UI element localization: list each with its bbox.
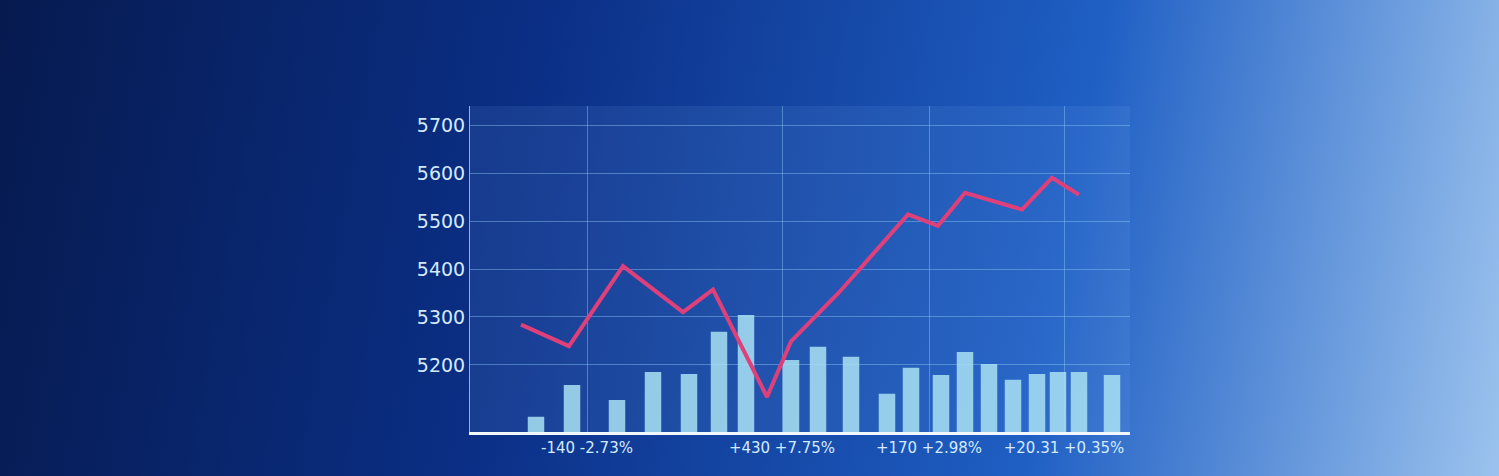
svg-text:+20.31 +0.35%: +20.31 +0.35%	[1004, 439, 1125, 457]
svg-text:+170 +2.98%: +170 +2.98%	[876, 439, 982, 457]
svg-text:5300: 5300	[417, 306, 465, 328]
svg-text:5600: 5600	[417, 162, 465, 184]
svg-text:5200: 5200	[417, 354, 465, 376]
svg-text:5400: 5400	[417, 258, 465, 280]
svg-text:-140 -2.73%: -140 -2.73%	[541, 439, 633, 457]
svg-text:5700: 5700	[417, 114, 465, 136]
svg-text:5500: 5500	[417, 210, 465, 232]
svg-text:+430 +7.75%: +430 +7.75%	[729, 439, 835, 457]
